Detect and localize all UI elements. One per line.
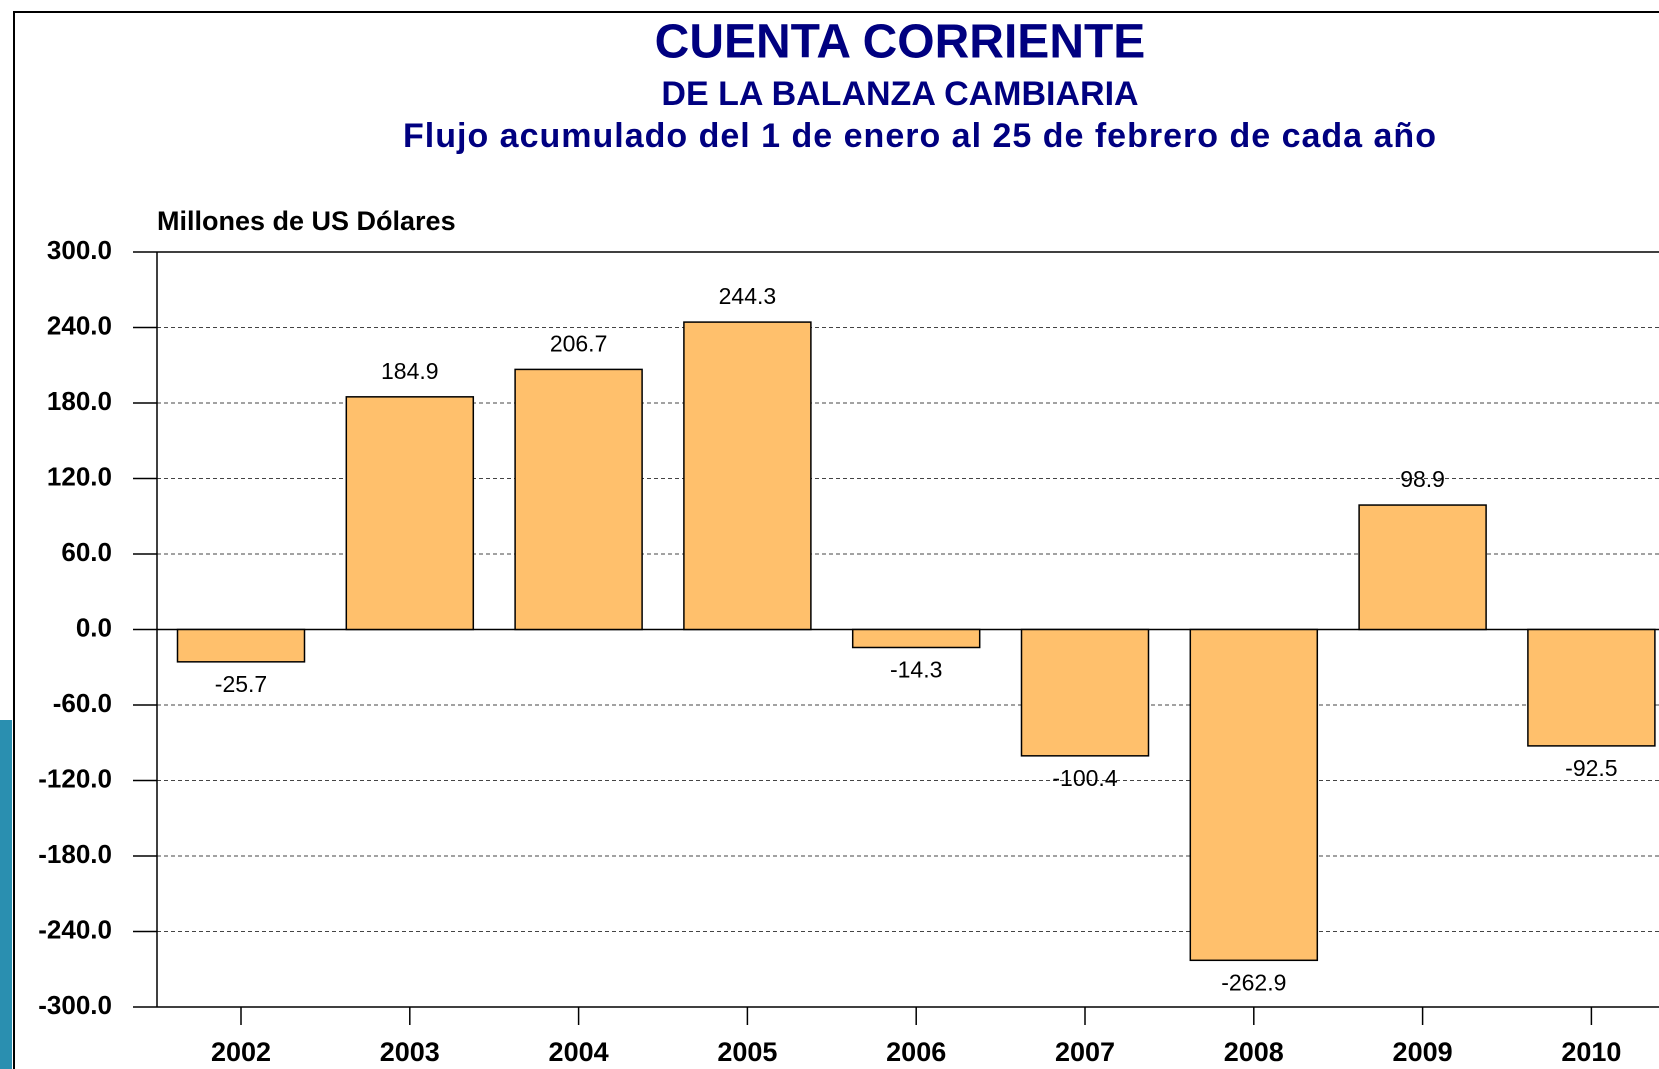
- data-label: -14.3: [890, 657, 942, 683]
- y-tick-label: -60.0: [53, 688, 112, 718]
- data-label: -25.7: [215, 671, 267, 697]
- y-tick-label: -180.0: [38, 839, 112, 869]
- bar: [1020, 628, 1150, 757]
- bar: [1358, 504, 1487, 631]
- x-tick-label: 2007: [1055, 1037, 1115, 1067]
- y-tick-label: 300.0: [47, 235, 112, 265]
- x-tick-label: 2008: [1224, 1037, 1284, 1067]
- x-tick-label: 2002: [211, 1037, 271, 1067]
- bar: [345, 396, 475, 631]
- x-tick-label: 2005: [717, 1037, 777, 1067]
- data-label: 98.9: [1400, 466, 1445, 492]
- y-tick-label: -120.0: [38, 763, 112, 793]
- y-tick-label: 240.0: [47, 310, 112, 340]
- frame: [13, 11, 1659, 1069]
- y-tick-label: 0.0: [76, 612, 112, 642]
- y-axis-label: Millones de US Dólares: [157, 206, 456, 236]
- data-label: -262.9: [1221, 969, 1286, 995]
- data-label: -100.4: [1052, 765, 1117, 791]
- data-label: 244.3: [719, 283, 777, 309]
- chart-title: CUENTA CORRIENTE: [655, 16, 1146, 69]
- y-tick-label: -240.0: [38, 914, 112, 944]
- bar: [683, 321, 812, 631]
- bar: [851, 628, 981, 649]
- x-tick-label: 2004: [549, 1037, 609, 1067]
- y-tick-label: -300.0: [38, 990, 112, 1020]
- x-tick-label: 2003: [380, 1037, 440, 1067]
- bar: [514, 368, 643, 631]
- x-tick-label: 2006: [886, 1037, 946, 1067]
- bar: [176, 628, 306, 663]
- y-tick-label: 180.0: [47, 386, 112, 416]
- data-label: 206.7: [550, 330, 608, 356]
- bar: [1189, 628, 1319, 962]
- decoration: [0, 720, 12, 1069]
- chart-subtitle: Flujo acumulado del 1 de enero al 25 de …: [403, 117, 1437, 155]
- x-tick-label: 2010: [1561, 1037, 1621, 1067]
- x-tick-label: 2009: [1393, 1037, 1453, 1067]
- bar: [1527, 628, 1656, 747]
- data-label: 184.9: [381, 358, 439, 384]
- data-label: -92.5: [1565, 755, 1617, 781]
- y-tick-label: 120.0: [47, 461, 112, 491]
- y-tick-label: 60.0: [61, 537, 112, 567]
- chart-subtitle: DE LA BALANZA CAMBIARIA: [661, 75, 1138, 113]
